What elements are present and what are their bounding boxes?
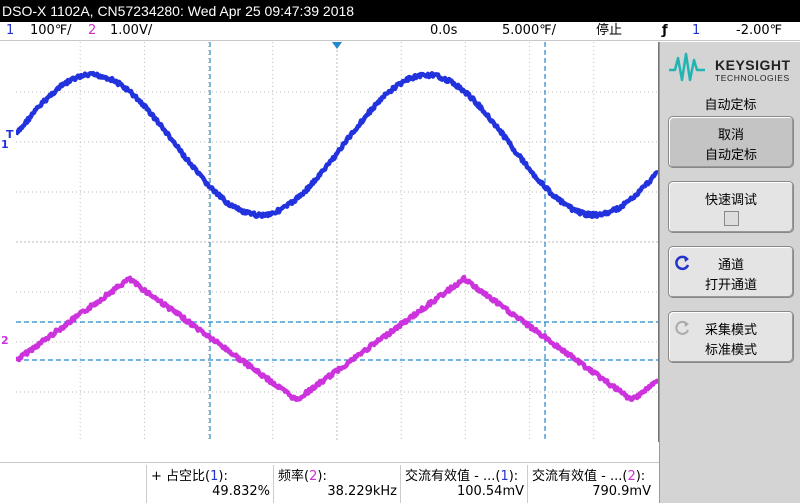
trigger-position-marker[interactable] — [332, 42, 342, 49]
time-delay[interactable]: 0.0s — [430, 23, 458, 38]
keysight-wave-icon — [669, 52, 705, 82]
waveform-display[interactable] — [13, 42, 660, 442]
measurement-value: 38.229kHz — [327, 484, 397, 499]
softkey-cancel-autoscale[interactable]: 取消 自动定标 — [668, 116, 794, 168]
ch2-ground-marker[interactable]: 2 — [1, 334, 9, 347]
measurement-value: 49.832% — [212, 484, 270, 499]
trigger-edge-icon: ƒ — [662, 23, 668, 38]
measurement-label: 频率(2): — [278, 469, 327, 484]
measurement-channel: 1 — [210, 469, 219, 484]
measurement-label: 交流有效值 - ...(2): — [532, 469, 646, 484]
measurement-name: 交流有效值 - ... — [405, 469, 496, 484]
measurement-value: 790.9mV — [592, 484, 651, 499]
softkey-sublabel: 自动定标 — [704, 148, 757, 163]
softkey-sublabel: 打开通道 — [704, 278, 757, 293]
softkey-label: 快速调试 — [704, 193, 757, 208]
logo-text-technologies: TECHNOLOGIES — [715, 73, 790, 83]
rotate-knob-icon — [675, 255, 690, 271]
logo-text-keysight: KEYSIGHT — [715, 57, 791, 73]
ch1-ground-marker[interactable]: 1 — [1, 138, 9, 151]
softkey-channels[interactable]: 通道 打开通道 — [668, 246, 794, 298]
softkey-quick-debug[interactable]: 快速调试 — [668, 181, 794, 233]
quick-debug-checkbox[interactable] — [724, 211, 739, 226]
ch1-number[interactable]: 1 — [6, 23, 15, 38]
measurement-label: 交流有效值 - ...(1): — [405, 469, 519, 484]
measurement-channel: 2 — [309, 469, 318, 484]
softkey-label: 采集模式 — [704, 323, 757, 338]
measurement-ac-rms-ch2[interactable]: 交流有效值 - ...(2): 790.9mV — [527, 465, 655, 503]
status-bar: 1 100℉/ 2 1.00V/ 0.0s 5.000℉/ 停止 ƒ 1 -2.… — [0, 22, 800, 41]
trigger-level[interactable]: -2.00℉ — [736, 23, 783, 38]
measurement-frequency[interactable]: 频率(2): 38.229kHz — [273, 465, 401, 503]
measurement-channel: 2 — [627, 469, 636, 484]
measurement-name: 交流有效值 - ... — [532, 469, 623, 484]
rotate-knob-icon-disabled — [675, 320, 689, 335]
measurement-duty-cycle[interactable]: + 占空比(1): 49.832% — [146, 465, 274, 503]
cursors — [16, 42, 658, 442]
ch2-scale[interactable]: 1.00V/ — [110, 23, 153, 38]
measurement-bar: + 占空比(1): 49.832% 频率(2): 38.229kHz 交流有效值… — [0, 462, 659, 504]
run-state[interactable]: 停止 — [596, 23, 623, 38]
keysight-logo: KEYSIGHT TECHNOLOGIES — [667, 50, 795, 86]
channel-marker-strip: T 1 2 — [0, 42, 17, 442]
softkey-label: 取消 — [717, 128, 744, 143]
measurement-ac-rms-ch1[interactable]: 交流有效值 - ...(1): 100.54mV — [400, 465, 528, 503]
softkey-label: 通道 — [717, 258, 744, 273]
menu-title: 自动定标 — [704, 98, 757, 113]
softkey-acquire-mode[interactable]: 采集模式 标准模式 — [668, 311, 794, 363]
ch1-waveform — [13, 70, 660, 220]
ch1-scale[interactable]: 100℉/ — [30, 23, 72, 38]
softkey-panel: KEYSIGHT TECHNOLOGIES 自动定标 取消 自动定标 快速调试 … — [659, 42, 800, 503]
time-scale[interactable]: 5.000℉/ — [502, 23, 556, 38]
waveform-canvas — [13, 42, 660, 442]
measurement-name: 频率 — [278, 469, 305, 484]
measurement-value: 100.54mV — [456, 484, 524, 499]
measurement-name: + 占空比 — [151, 469, 206, 484]
ch2-number[interactable]: 2 — [88, 23, 97, 38]
measurement-channel: 1 — [500, 469, 509, 484]
ch2-waveform — [13, 274, 660, 402]
trigger-level-marker[interactable]: T — [6, 128, 14, 141]
softkey-sublabel: 标准模式 — [704, 343, 757, 358]
measurement-label: + 占空比(1): — [151, 469, 228, 484]
graticule — [16, 42, 658, 442]
window-title: DSO-X 1102A, CN57234280: Wed Apr 25 09:4… — [0, 0, 800, 22]
trigger-channel[interactable]: 1 — [692, 23, 701, 38]
